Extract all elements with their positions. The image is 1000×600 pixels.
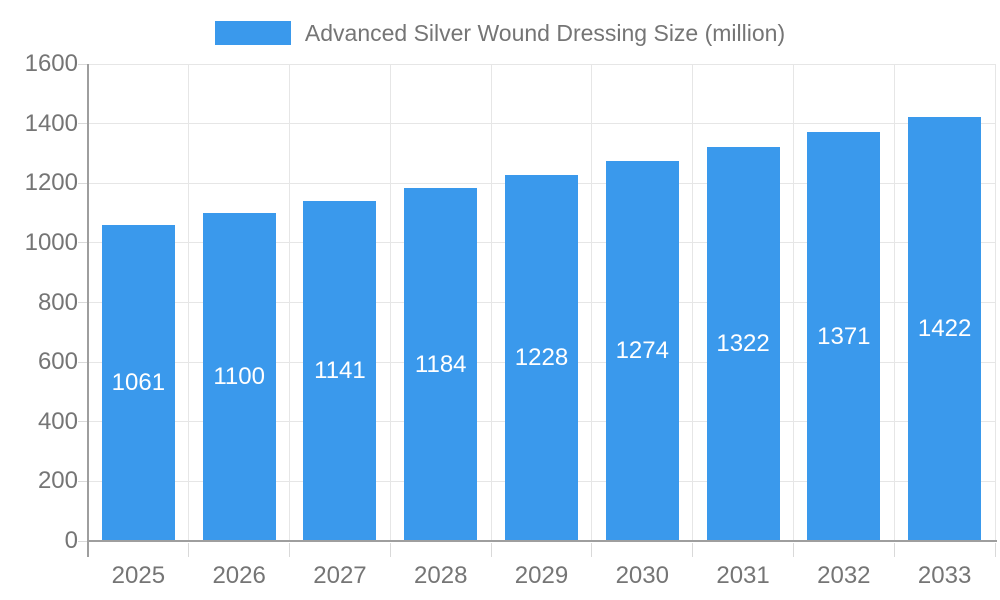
bar[interactable] (505, 174, 578, 540)
gridline-v (389, 64, 391, 541)
bar-value-label: 1228 (514, 343, 569, 371)
gridline-h (88, 63, 995, 65)
x-tick-mark (591, 543, 593, 557)
y-tick-mark (78, 242, 88, 244)
x-axis-tick-label: 2028 (414, 562, 468, 589)
y-axis-tick-label: 0 (64, 527, 78, 554)
x-tick-mark (389, 543, 391, 557)
y-tick-mark (78, 540, 88, 542)
x-tick-mark (692, 543, 694, 557)
y-axis-tick-label: 1600 (24, 50, 78, 77)
x-tick-mark (490, 543, 492, 557)
y-axis-tick-label: 400 (37, 407, 78, 435)
bar-value-label: 1422 (917, 315, 972, 343)
y-tick-mark (78, 123, 88, 125)
y-tick-mark (78, 421, 88, 423)
x-axis-tick-label: 2027 (313, 562, 367, 589)
x-tick-mark (188, 543, 190, 557)
x-axis-line (87, 540, 997, 542)
bar-value-label: 1184 (414, 350, 467, 378)
bar[interactable] (706, 146, 780, 540)
bar[interactable] (605, 161, 679, 540)
bar[interactable] (101, 224, 175, 540)
gridline-v (792, 64, 794, 541)
legend-label: Advanced Silver Wound Dressing Size (mil… (304, 20, 786, 46)
y-axis-tick-label: 1400 (24, 109, 78, 137)
bar-value-label: 1061 (111, 368, 166, 396)
bar-value-label: 1274 (615, 337, 669, 365)
gridline-v (893, 64, 895, 541)
gridline-v (289, 64, 291, 541)
x-axis-tick-label: 2026 (212, 562, 266, 589)
x-axis-tick-label: 2029 (514, 562, 569, 589)
x-tick-mark (893, 543, 895, 557)
x-tick-mark (289, 543, 291, 557)
y-tick-mark (78, 182, 88, 184)
y-axis-tick-label: 600 (37, 348, 78, 376)
gridline-v (994, 64, 996, 541)
gridline-h (88, 123, 995, 125)
x-axis-tick-label: 2032 (817, 562, 871, 589)
y-tick-mark (78, 63, 88, 65)
gridline-v (591, 64, 593, 541)
x-axis-tick-label: 2033 (917, 562, 972, 589)
legend-swatch (214, 21, 291, 45)
bar-value-label: 1322 (716, 329, 770, 357)
bar[interactable] (202, 213, 276, 540)
bar-value-label: 1141 (314, 356, 366, 384)
legend[interactable]: Advanced Silver Wound Dressing Size (mil… (0, 20, 1000, 46)
y-axis-tick-label: 800 (37, 288, 78, 316)
x-tick-mark (994, 543, 996, 557)
gridline-v (490, 64, 492, 541)
y-tick-mark (78, 480, 88, 482)
y-axis-tick-label: 200 (37, 467, 78, 495)
y-axis-line (87, 64, 89, 557)
bar-value-label: 1100 (213, 363, 265, 391)
x-axis-tick-label: 2030 (615, 562, 669, 589)
bar[interactable] (807, 132, 881, 540)
bar[interactable] (303, 200, 377, 540)
bar-value-label: 1371 (817, 322, 871, 350)
x-axis-tick-label: 2025 (111, 562, 166, 589)
bar[interactable] (908, 117, 982, 540)
y-axis-tick-label: 1000 (24, 228, 78, 256)
gridline-v (692, 64, 694, 541)
x-axis-tick-label: 2031 (716, 562, 770, 589)
bar[interactable] (404, 188, 478, 540)
y-tick-mark (78, 361, 88, 363)
x-tick-mark (792, 543, 794, 557)
gridline-v (188, 64, 190, 541)
y-axis-tick-label: 1200 (24, 169, 78, 197)
y-tick-mark (78, 302, 88, 303)
